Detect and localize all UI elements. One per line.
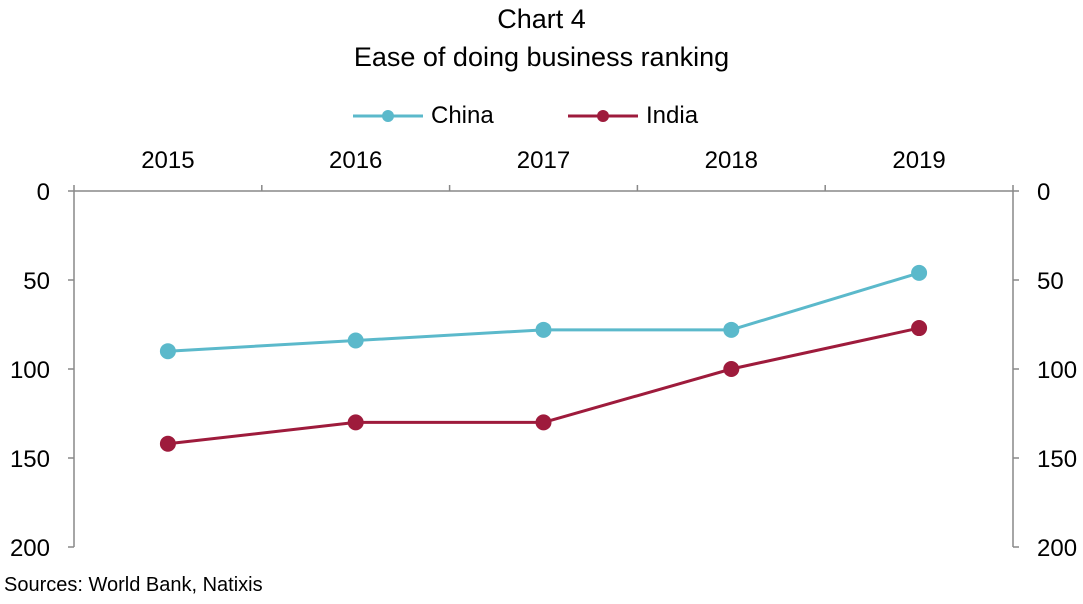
legend-swatch-china (353, 110, 423, 122)
x-tick-label: 2019 (892, 147, 945, 174)
data-point-india (159, 435, 176, 452)
y-tick-label-right: 200 (1037, 535, 1077, 562)
data-point-india (911, 320, 928, 337)
chart-title: Chart 4 Ease of doing business ranking (0, 0, 1083, 76)
x-tick-label: 2016 (329, 147, 382, 174)
legend-label-china: China (431, 102, 494, 129)
data-point-china (723, 321, 740, 338)
y-tick-label-right: 100 (1037, 357, 1077, 384)
legend-item-india: India (568, 98, 698, 134)
chart-title-line-2: Ease of doing business ranking (353, 42, 730, 72)
data-point-china (911, 264, 928, 281)
data-point-india (723, 361, 740, 377)
y-tick-label-right: 0 (1037, 179, 1050, 206)
source-note: Sources: World Bank, Natixis (4, 574, 263, 596)
legend-swatch-india (568, 110, 638, 122)
legend-item-china: China (353, 98, 494, 134)
x-tick-label: 2015 (141, 147, 194, 174)
y-tick-label-left: 0 (37, 179, 50, 206)
data-point-india (535, 414, 552, 431)
data-point-india (347, 414, 364, 431)
y-tick-label-right: 50 (1037, 268, 1064, 295)
legend-label-india: India (646, 102, 699, 129)
legend: China India (0, 98, 1083, 134)
y-tick-label-left: 50 (23, 268, 50, 295)
y-tick-label-left: 150 (10, 446, 50, 473)
data-point-china (159, 343, 176, 360)
data-point-china (535, 321, 552, 338)
y-tick-label-right: 150 (1037, 446, 1077, 473)
x-tick-label: 2018 (705, 147, 758, 174)
data-point-china (347, 332, 364, 349)
y-tick-label-left: 100 (10, 357, 50, 384)
series-line-china (167, 271, 920, 353)
y-tick-label-left: 200 (10, 535, 50, 562)
x-tick-label: 2017 (517, 147, 570, 174)
chart-title-line-1: Chart 4 (497, 4, 586, 34)
